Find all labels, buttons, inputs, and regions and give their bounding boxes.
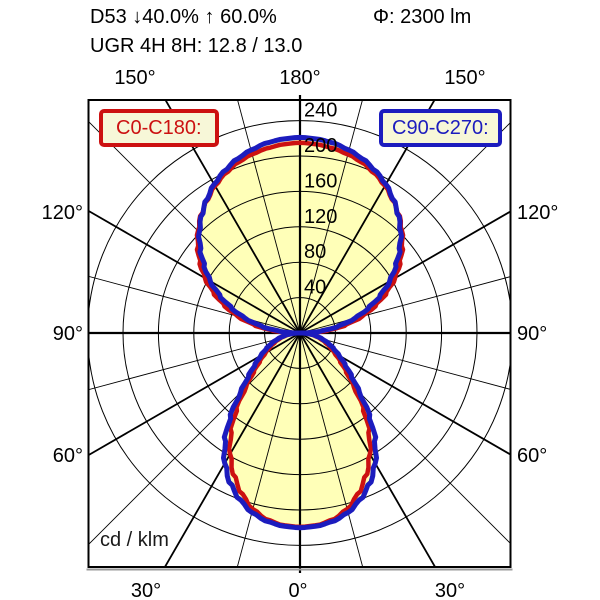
angle-ray-45 [299, 332, 511, 545]
legend-c0-c180: C0-C180: [99, 109, 219, 147]
c90-c270-curve-upper [196, 134, 404, 336]
angle-ray-30 [299, 332, 437, 567]
angle-label-0: 150° [114, 67, 155, 89]
angle-ray-105 [299, 276, 511, 334]
angle-ray-150 [299, 100, 436, 334]
angle-ray-105 [88, 275, 301, 334]
angle-label-11: 30° [435, 580, 465, 600]
legend-c0-label: C0-C180: [116, 117, 202, 139]
angle-ray-75 [299, 332, 511, 390]
angle-label-1: 180° [279, 67, 320, 89]
radial-tick-label-120: 120 [304, 206, 337, 228]
angle-ray-135 [299, 121, 511, 334]
angle-ray-60 [88, 332, 301, 457]
angle-label-3: 120° [42, 202, 83, 224]
angle-label-10: 0° [288, 580, 307, 600]
radial-tick-label-200: 200 [304, 135, 337, 157]
angle-ray-165 [299, 100, 363, 334]
angle-ray-120 [88, 209, 301, 334]
plot-frame [87, 99, 512, 568]
header-ugr-values: UGR 4H 8H: 12.8 / 13.0 [90, 35, 303, 57]
legend-c90-c270: C90-C270: [379, 109, 502, 147]
angle-ray-15 [299, 332, 364, 567]
angle-ray-135 [88, 120, 301, 334]
angle-label-9: 30° [131, 580, 161, 600]
radial-tick-label-160: 160 [304, 170, 337, 192]
angle-ray-30 [163, 332, 301, 567]
angle-label-6: 90° [517, 323, 547, 345]
angle-ray-15 [236, 332, 301, 567]
legend-c90-label: C90-C270: [392, 117, 489, 139]
angle-ray-75 [88, 332, 301, 391]
angle-label-4: 120° [517, 202, 558, 224]
angle-ray-165 [237, 100, 301, 334]
unit-label: cd / klm [100, 529, 169, 551]
radial-tick-label-240: 240 [304, 100, 337, 122]
angle-ray-45 [88, 332, 301, 546]
angle-ray-150 [164, 100, 301, 334]
angle-ray-60 [299, 332, 511, 456]
angle-label-2: 150° [444, 67, 485, 89]
angle-label-5: 90° [53, 323, 83, 345]
radial-tick-label-40: 40 [304, 277, 326, 299]
header-d53-updown-ratio: D53 ↓40.0% ↑ 60.0% [90, 6, 277, 28]
angle-ray-120 [299, 210, 511, 334]
angle-label-8: 60° [517, 445, 547, 467]
header-luminous-flux: Φ: 2300 lm [373, 6, 472, 28]
c90-c270-curve-lower [220, 330, 380, 531]
angle-label-7: 60° [53, 445, 83, 467]
radial-tick-label-80: 80 [304, 241, 326, 263]
